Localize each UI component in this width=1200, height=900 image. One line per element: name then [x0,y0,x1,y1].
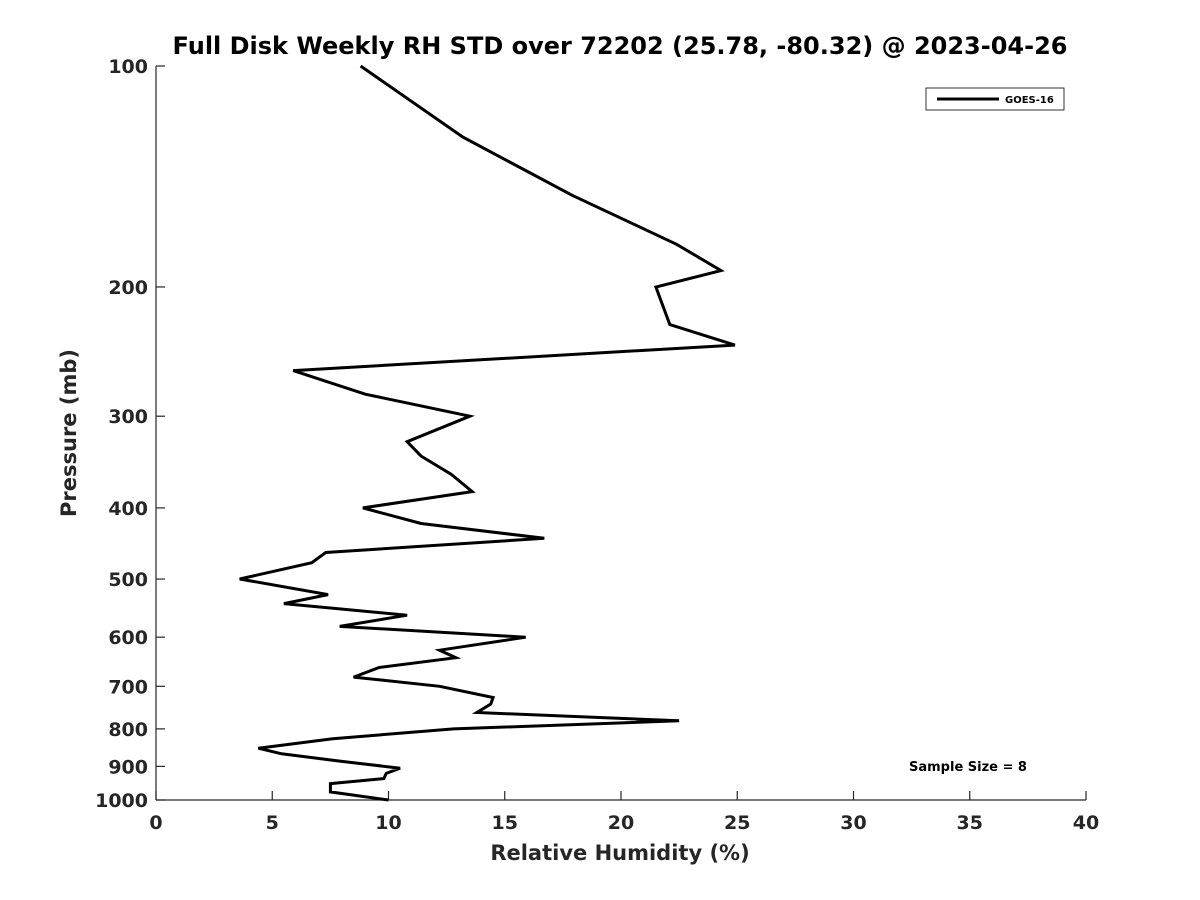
y-tick-label: 400 [108,498,148,520]
x-tick-label: 25 [724,812,750,834]
x-tick-label: 15 [492,812,518,834]
x-tick-label: 0 [149,812,162,834]
x-tick-label: 35 [957,812,983,834]
y-tick-label: 100 [108,56,148,78]
y-tick-label: 1000 [95,790,148,812]
y-tick-label: 300 [108,406,148,428]
legend-label-goes-16: GOES-16 [1005,95,1054,106]
series-layer [239,64,736,802]
y-tick-label: 700 [108,676,148,698]
legend: GOES-16 [925,87,1065,111]
y-tick-label: 800 [108,719,148,741]
x-tick-label: 5 [266,812,279,834]
y-tick-label: 900 [108,756,148,778]
y-tick-label: 200 [108,277,148,299]
y-tick-label: 500 [108,569,148,591]
x-axis-label: Relative Humidity (%) [490,841,749,865]
series-line-goes-16 [239,64,736,802]
sample-size-annotation: Sample Size = 8 [909,760,1027,775]
chart-title: Full Disk Weekly RH STD over 72202 (25.7… [173,32,1068,60]
axes [155,66,1086,801]
x-tick-label: 30 [840,812,866,834]
x-tick-label: 40 [1073,812,1099,834]
x-tick-label: 10 [375,812,401,834]
y-ticks: 100 200 300 400 500 600 700 800 900 1000 [95,56,165,812]
y-axis-label: Pressure (mb) [57,349,81,517]
x-tick-label: 20 [608,812,634,834]
y-tick-label: 600 [108,627,148,649]
x-ticks: 0 5 10 15 20 25 30 35 40 [149,791,1099,834]
